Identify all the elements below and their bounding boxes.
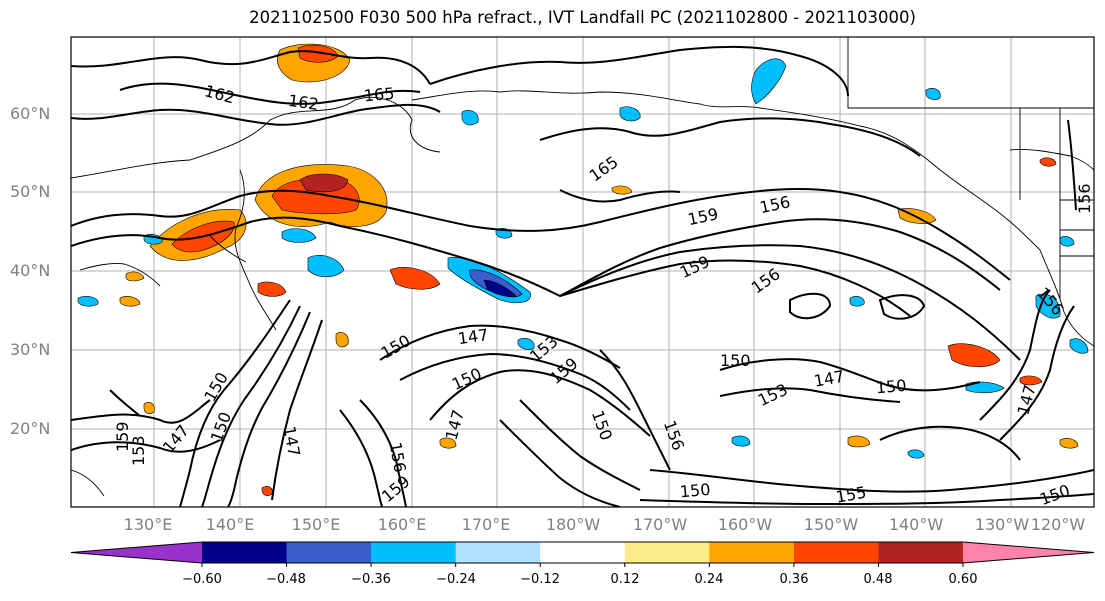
lat-label-60n: 60°N [10, 104, 51, 123]
map-title: 2021102500 F030 500 hPa refract., IVT La… [249, 8, 916, 27]
positive-anomaly-region [439, 437, 457, 449]
colorbar-tick-label: −0.60 [182, 572, 222, 587]
colorbar [70, 541, 1095, 567]
negative-anomaly-region [907, 449, 925, 459]
ivt-shading [77, 43, 1089, 496]
graticule [71, 37, 1094, 507]
map-frame [70, 36, 1095, 508]
negative-anomaly-region [483, 279, 517, 297]
positive-anomaly-region [1019, 375, 1043, 386]
colorbar-tick-label: −0.12 [520, 572, 560, 587]
colorbar-block [709, 542, 795, 563]
lon-label: 180°W [545, 515, 601, 534]
negative-anomaly-region [77, 296, 99, 307]
colorbar-block [371, 542, 457, 563]
lon-label: 130°E [123, 515, 173, 534]
colorbar-block [540, 542, 626, 563]
colorbar-tick-label: −0.24 [436, 572, 476, 587]
lon-label: 140°W [888, 515, 944, 534]
negative-anomaly-region [751, 58, 787, 105]
lon-label: 120°W [1030, 515, 1086, 534]
colorbar-block [793, 542, 879, 563]
negative-anomaly-region [517, 338, 535, 350]
lon-label: 150°W [803, 515, 859, 534]
lat-label-40n: 40°N [10, 261, 51, 280]
positive-anomaly-region [261, 486, 273, 496]
negative-anomaly-region [925, 88, 941, 100]
contour-label: 159 [113, 421, 132, 452]
contour-label: 150 [875, 376, 907, 398]
lat-label-30n: 30°N [10, 340, 51, 359]
contour-label: 147 [457, 325, 490, 348]
colorbar-block [455, 542, 541, 563]
contour-label: 162 [287, 91, 320, 114]
positive-anomaly-region [335, 332, 349, 348]
positive-anomaly-region [143, 402, 155, 414]
positive-anomaly-region [389, 267, 441, 290]
negative-anomaly-region [307, 255, 345, 278]
colorbar-extend-max [963, 542, 1094, 563]
contour-label: 150 [679, 480, 711, 502]
coastlines [71, 37, 1094, 497]
colorbar-block [624, 542, 710, 563]
lon-label: 170°W [632, 515, 688, 534]
colorbar-tick-label: 0.36 [779, 572, 809, 587]
lon-label: 150°E [291, 515, 341, 534]
lon-label: 160°W [717, 515, 773, 534]
colorbar-tick-label: 0.24 [694, 572, 724, 587]
colorbar-tick-label: −0.36 [351, 572, 391, 587]
negative-anomaly-region [461, 110, 479, 126]
lon-label: 140°E [205, 515, 255, 534]
positive-anomaly-region [1039, 157, 1057, 167]
height-contours [71, 45, 1094, 507]
colorbar-block [286, 542, 372, 563]
colorbar-tick-label: −0.48 [266, 572, 306, 587]
positive-anomaly-region [125, 271, 145, 282]
lon-label: 130°W [974, 515, 1030, 534]
colorbar-extend-min [71, 542, 202, 563]
contour-label: 165 [363, 84, 395, 106]
lat-label-20n: 20°N [10, 419, 51, 438]
contour-label: 153 [129, 435, 148, 466]
positive-anomaly-region [257, 281, 287, 297]
contour-label: 150 [720, 351, 751, 370]
negative-anomaly-region [281, 228, 317, 243]
positive-anomaly-region [947, 343, 1001, 368]
colorbar-block [202, 542, 288, 563]
negative-anomaly-region [619, 106, 641, 122]
colorbar-tick-label: 0.12 [610, 572, 640, 587]
colorbar-tick-label: 0.48 [863, 572, 893, 587]
positive-anomaly-region [119, 296, 141, 307]
positive-anomaly-region [847, 435, 871, 448]
negative-anomaly-region [731, 435, 751, 447]
negative-anomaly-region [1059, 236, 1075, 247]
lon-label: 160°E [377, 515, 427, 534]
contour-label: 156 [1075, 183, 1094, 214]
negative-anomaly-region [1069, 338, 1089, 354]
lat-label-50n: 50°N [10, 182, 51, 201]
positive-anomaly-region [1059, 438, 1079, 449]
lon-label: 170°E [461, 515, 511, 534]
contour-labels: 162 165 162 165 159 156 159 156 156 150 … [113, 81, 1094, 507]
positive-anomaly-region [611, 185, 633, 195]
colorbar-block [878, 542, 964, 563]
colorbar-tick-label: 0.60 [948, 572, 978, 587]
positive-anomaly-region [299, 173, 349, 193]
negative-anomaly-region [849, 296, 865, 307]
